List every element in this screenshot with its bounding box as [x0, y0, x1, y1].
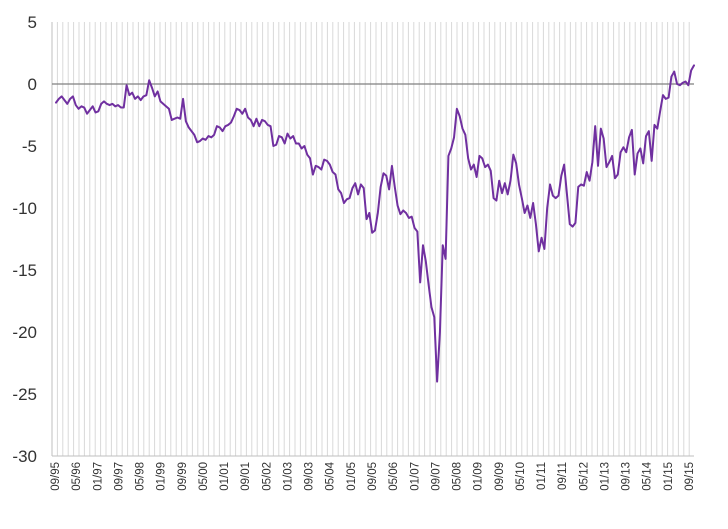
axes: [51, 22, 694, 457]
y-tick-label: -25: [12, 385, 37, 404]
x-tick-label: 01/05: [346, 462, 358, 491]
x-tick-label: 09/03: [304, 462, 316, 491]
x-tick-label: 01/99: [156, 462, 168, 491]
series-layer: [55, 64, 695, 383]
x-tick-label: 09/05: [367, 462, 379, 491]
x-tick-label: 01/13: [599, 462, 611, 491]
x-tick-label: 09/11: [557, 462, 569, 490]
x-tick-label: 05/02: [261, 462, 273, 491]
x-tick-label: 05/14: [642, 461, 654, 490]
y-tick-label: 0: [28, 75, 37, 94]
x-tick-label: 05/96: [71, 462, 83, 491]
x-tick-label: 01/01: [219, 462, 231, 491]
x-tick-label: 09/99: [177, 462, 189, 491]
x-tick-label: 09/15: [684, 462, 696, 491]
x-tick-label: 09/07: [430, 462, 442, 491]
x-tick-label: 09/95: [50, 462, 62, 491]
x-tick-label: 05/98: [135, 462, 147, 491]
x-tick-label: 09/13: [621, 462, 633, 491]
x-tick-label: 09/01: [240, 462, 252, 491]
y-tick-label: -5: [22, 137, 37, 156]
x-tick-label: 01/07: [409, 462, 421, 491]
x-tick-labels: 09/95 05/96 01/97 09/97 05/98 01/99 09/99 05/00…: [50, 461, 696, 490]
x-tick-label: 05/12: [578, 462, 590, 491]
x-tick-label: 05/06: [388, 462, 400, 491]
x-tick-label: 05/08: [452, 462, 464, 491]
y-tick-label: -30: [12, 447, 37, 466]
x-tick-label: 05/00: [198, 462, 210, 491]
x-tick-label: 05/10: [515, 462, 527, 491]
x-tick-label: 01/09: [473, 462, 485, 491]
x-tick-label: 01/15: [663, 462, 675, 491]
y-tick-label: -20: [12, 323, 37, 342]
series-line: [55, 64, 695, 383]
vertical-gridlines: [51, 22, 690, 456]
x-tick-label: 01/97: [92, 462, 104, 491]
x-tick-label: 01/03: [282, 462, 294, 491]
y-tick-label: 5: [28, 13, 37, 32]
y-tick-labels: 5 0 -5 -10 -15 -20 -25 -30: [12, 13, 37, 466]
x-tick-label: 05/04: [325, 461, 337, 490]
x-tick-label: 01/11: [536, 462, 548, 490]
y-tick-label: -10: [12, 199, 37, 218]
x-tick-label: 09/97: [113, 462, 125, 491]
y-tick-label: -15: [12, 261, 37, 280]
x-tick-label: 09/09: [494, 462, 506, 491]
